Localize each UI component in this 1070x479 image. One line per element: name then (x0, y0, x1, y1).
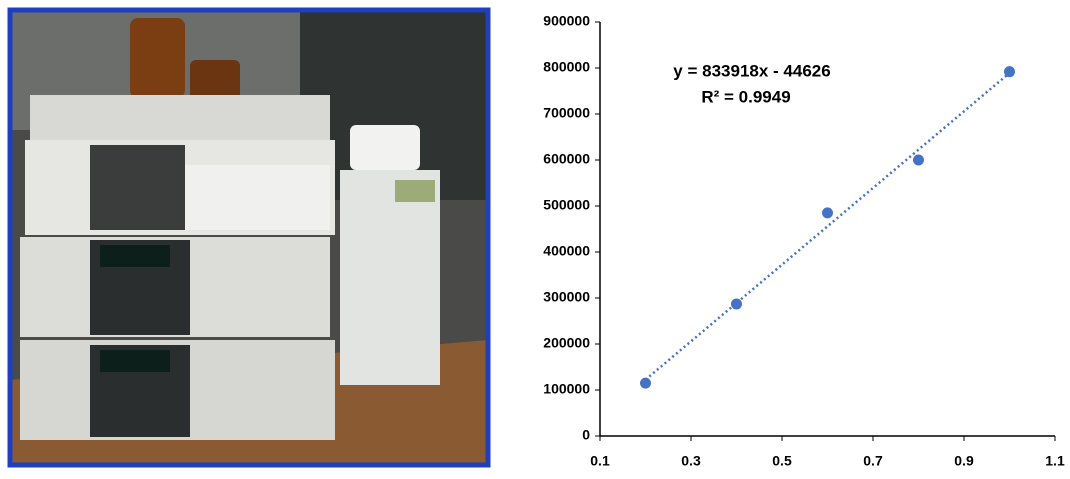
y-tick-label: 300000 (543, 289, 590, 305)
x-tick-label: 0.1 (590, 453, 610, 469)
trendline (644, 72, 1011, 381)
y-tick-label: 400000 (543, 243, 590, 259)
instrument-photo (7, 7, 491, 468)
y-tick-label: 500000 (543, 197, 590, 213)
y-tick-label: 700000 (543, 105, 590, 121)
y-tick-label: 600000 (543, 151, 590, 167)
equation-label: y = 833918x - 44626 (673, 61, 830, 80)
data-point (731, 298, 742, 310)
x-tick-label: 0.7 (863, 453, 883, 469)
data-point (822, 207, 833, 219)
y-tick-label: 0 (582, 427, 590, 443)
y-tick-label: 800000 (543, 59, 590, 75)
y-tick-label: 900000 (543, 13, 590, 29)
r-squared-label: R² = 0.9949 (701, 87, 790, 106)
data-point (913, 154, 924, 166)
x-tick-label: 0.9 (954, 453, 974, 469)
x-tick-label: 1.1 (1045, 453, 1065, 469)
y-tick-label: 200000 (543, 335, 590, 351)
y-tick-label: 100000 (543, 381, 590, 397)
data-point (640, 377, 651, 389)
x-tick-label: 0.5 (772, 453, 792, 469)
x-tick-label: 0.3 (681, 453, 701, 469)
data-point (1004, 66, 1015, 78)
